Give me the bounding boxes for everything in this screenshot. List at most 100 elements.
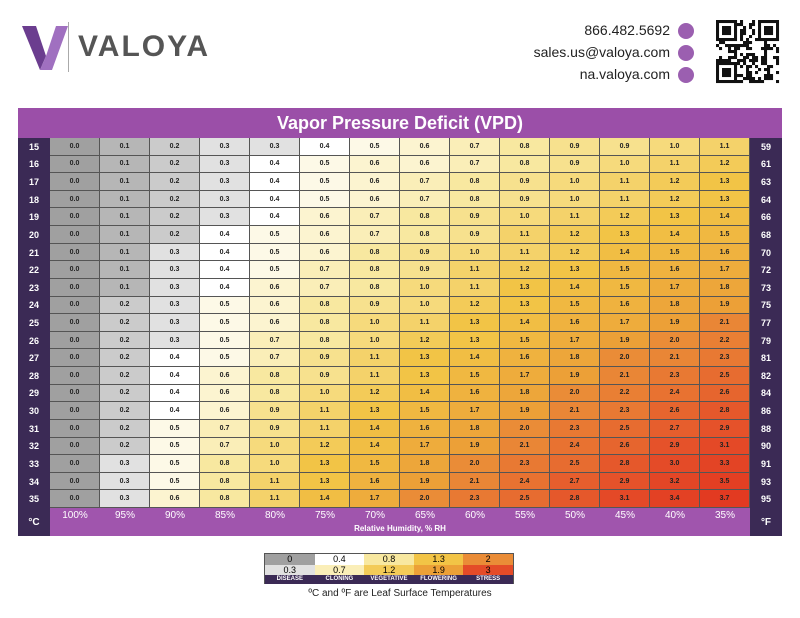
qr-module: [725, 29, 729, 33]
vpd-cell: 0.3: [150, 314, 200, 332]
vpd-cell: 1.3: [700, 173, 750, 191]
vpd-cell: 2.4: [500, 472, 550, 491]
qr-module: [776, 20, 780, 24]
qr-module: [728, 71, 732, 75]
qr-module: [749, 47, 753, 51]
vpd-cell: 1.0: [600, 155, 650, 174]
vpd-cell: 1.0: [300, 384, 350, 403]
qr-module: [716, 74, 720, 78]
celsius-label: 19: [18, 208, 50, 227]
vpd-cell: 0.2: [100, 402, 150, 420]
vpd-cell: 0.5: [350, 138, 400, 156]
qr-module: [725, 32, 729, 36]
qr-module: [722, 71, 726, 75]
qr-module: [752, 23, 756, 27]
qr-module: [767, 38, 771, 42]
vpd-cell: 0.4: [200, 226, 250, 244]
vpd-cell: 1.7: [550, 331, 600, 350]
qr-module: [746, 65, 750, 69]
vpd-cell: 0.8: [250, 367, 300, 385]
qr-module: [725, 80, 729, 84]
qr-module: [764, 53, 768, 57]
qr-module: [749, 35, 753, 39]
vpd-cell: 0.4: [150, 367, 200, 385]
vpd-cell: 0.3: [200, 190, 250, 209]
vpd-cell: 0.8: [200, 455, 250, 473]
qr-module: [740, 65, 744, 69]
vpd-cell: 1.7: [500, 367, 550, 385]
vpd-cell: 0.6: [400, 138, 450, 156]
qr-module: [746, 68, 750, 72]
vpd-cell: 0.3: [100, 490, 150, 508]
vpd-cell: 3.1: [700, 437, 750, 456]
qr-module: [770, 38, 774, 42]
qr-module: [767, 47, 771, 51]
celsius-label: 30: [18, 402, 50, 420]
vpd-cell: 1.5: [400, 402, 450, 420]
vpd-cell: 0.3: [100, 472, 150, 491]
vpd-cell: 1.3: [600, 226, 650, 244]
qr-module: [719, 62, 723, 66]
qr-module: [758, 38, 762, 42]
phone-icon: [678, 23, 694, 39]
qr-module: [728, 59, 732, 63]
fahrenheit-label: 59: [750, 138, 782, 156]
rh-label: 55%: [514, 510, 535, 521]
qr-module: [716, 80, 720, 84]
qr-code: [716, 20, 780, 84]
vpd-cell: 0.2: [100, 384, 150, 403]
rh-label: 45%: [614, 510, 635, 521]
vpd-cell: 0.9: [250, 419, 300, 438]
vpd-cell: 1.2: [600, 208, 650, 227]
qr-module: [731, 56, 735, 60]
vpd-cell: 0.3: [150, 243, 200, 262]
vpd-cell: 3.3: [700, 455, 750, 473]
rh-label: 100%: [62, 510, 88, 521]
qr-module: [731, 44, 735, 48]
qr-module: [770, 77, 774, 81]
vpd-cell: 2.6: [700, 384, 750, 403]
qr-module: [755, 56, 759, 60]
qr-module: [740, 32, 744, 36]
celsius-label: 31: [18, 419, 50, 438]
vpd-cell: 1.1: [500, 226, 550, 244]
legend-from: 0.4: [314, 554, 365, 565]
vpd-cell: 0.4: [200, 243, 250, 262]
fahrenheit-label: 90: [750, 437, 782, 456]
vpd-cell: 0.7: [300, 261, 350, 279]
qr-module: [776, 59, 780, 63]
vpd-cell: 1.1: [500, 243, 550, 262]
rh-label: 50%: [564, 510, 585, 521]
vpd-cell: 2.1: [700, 314, 750, 332]
qr-module: [767, 65, 771, 69]
vpd-cell: 2.0: [500, 419, 550, 438]
email-icon: [678, 45, 694, 61]
qr-module: [719, 20, 723, 24]
legend-to: 3: [463, 565, 513, 575]
legend: 0 0.3 DISEASE 0.4 0.7 CLONING 0.8 1.2 VEGETATIVE…: [264, 553, 514, 584]
vpd-cell: 0.2: [150, 173, 200, 191]
qr-module: [761, 20, 765, 24]
vpd-cell: 1.4: [500, 314, 550, 332]
vpd-cell: 0.3: [200, 138, 250, 156]
qr-module: [743, 32, 747, 36]
qr-module: [728, 56, 732, 60]
vpd-cell: 0.0: [50, 472, 100, 491]
vpd-cell: 0.8: [300, 296, 350, 315]
qr-module: [716, 68, 720, 72]
vpd-cell: 1.1: [600, 173, 650, 191]
vpd-cell: 1.3: [300, 472, 350, 491]
vpd-cell: 0.0: [50, 208, 100, 227]
vpd-cell: 0.8: [500, 138, 550, 156]
qr-module: [764, 68, 768, 72]
vpd-cell: 2.0: [450, 455, 500, 473]
vpd-cell: 1.1: [350, 349, 400, 368]
qr-module: [758, 68, 762, 72]
vpd-cell: 0.9: [300, 349, 350, 368]
qr-module: [743, 56, 747, 60]
vpd-cell: 0.4: [150, 402, 200, 420]
vpd-cell: 1.6: [450, 384, 500, 403]
qr-module: [734, 26, 738, 30]
vpd-cell: 3.0: [650, 455, 700, 473]
vpd-cell: 0.9: [450, 226, 500, 244]
